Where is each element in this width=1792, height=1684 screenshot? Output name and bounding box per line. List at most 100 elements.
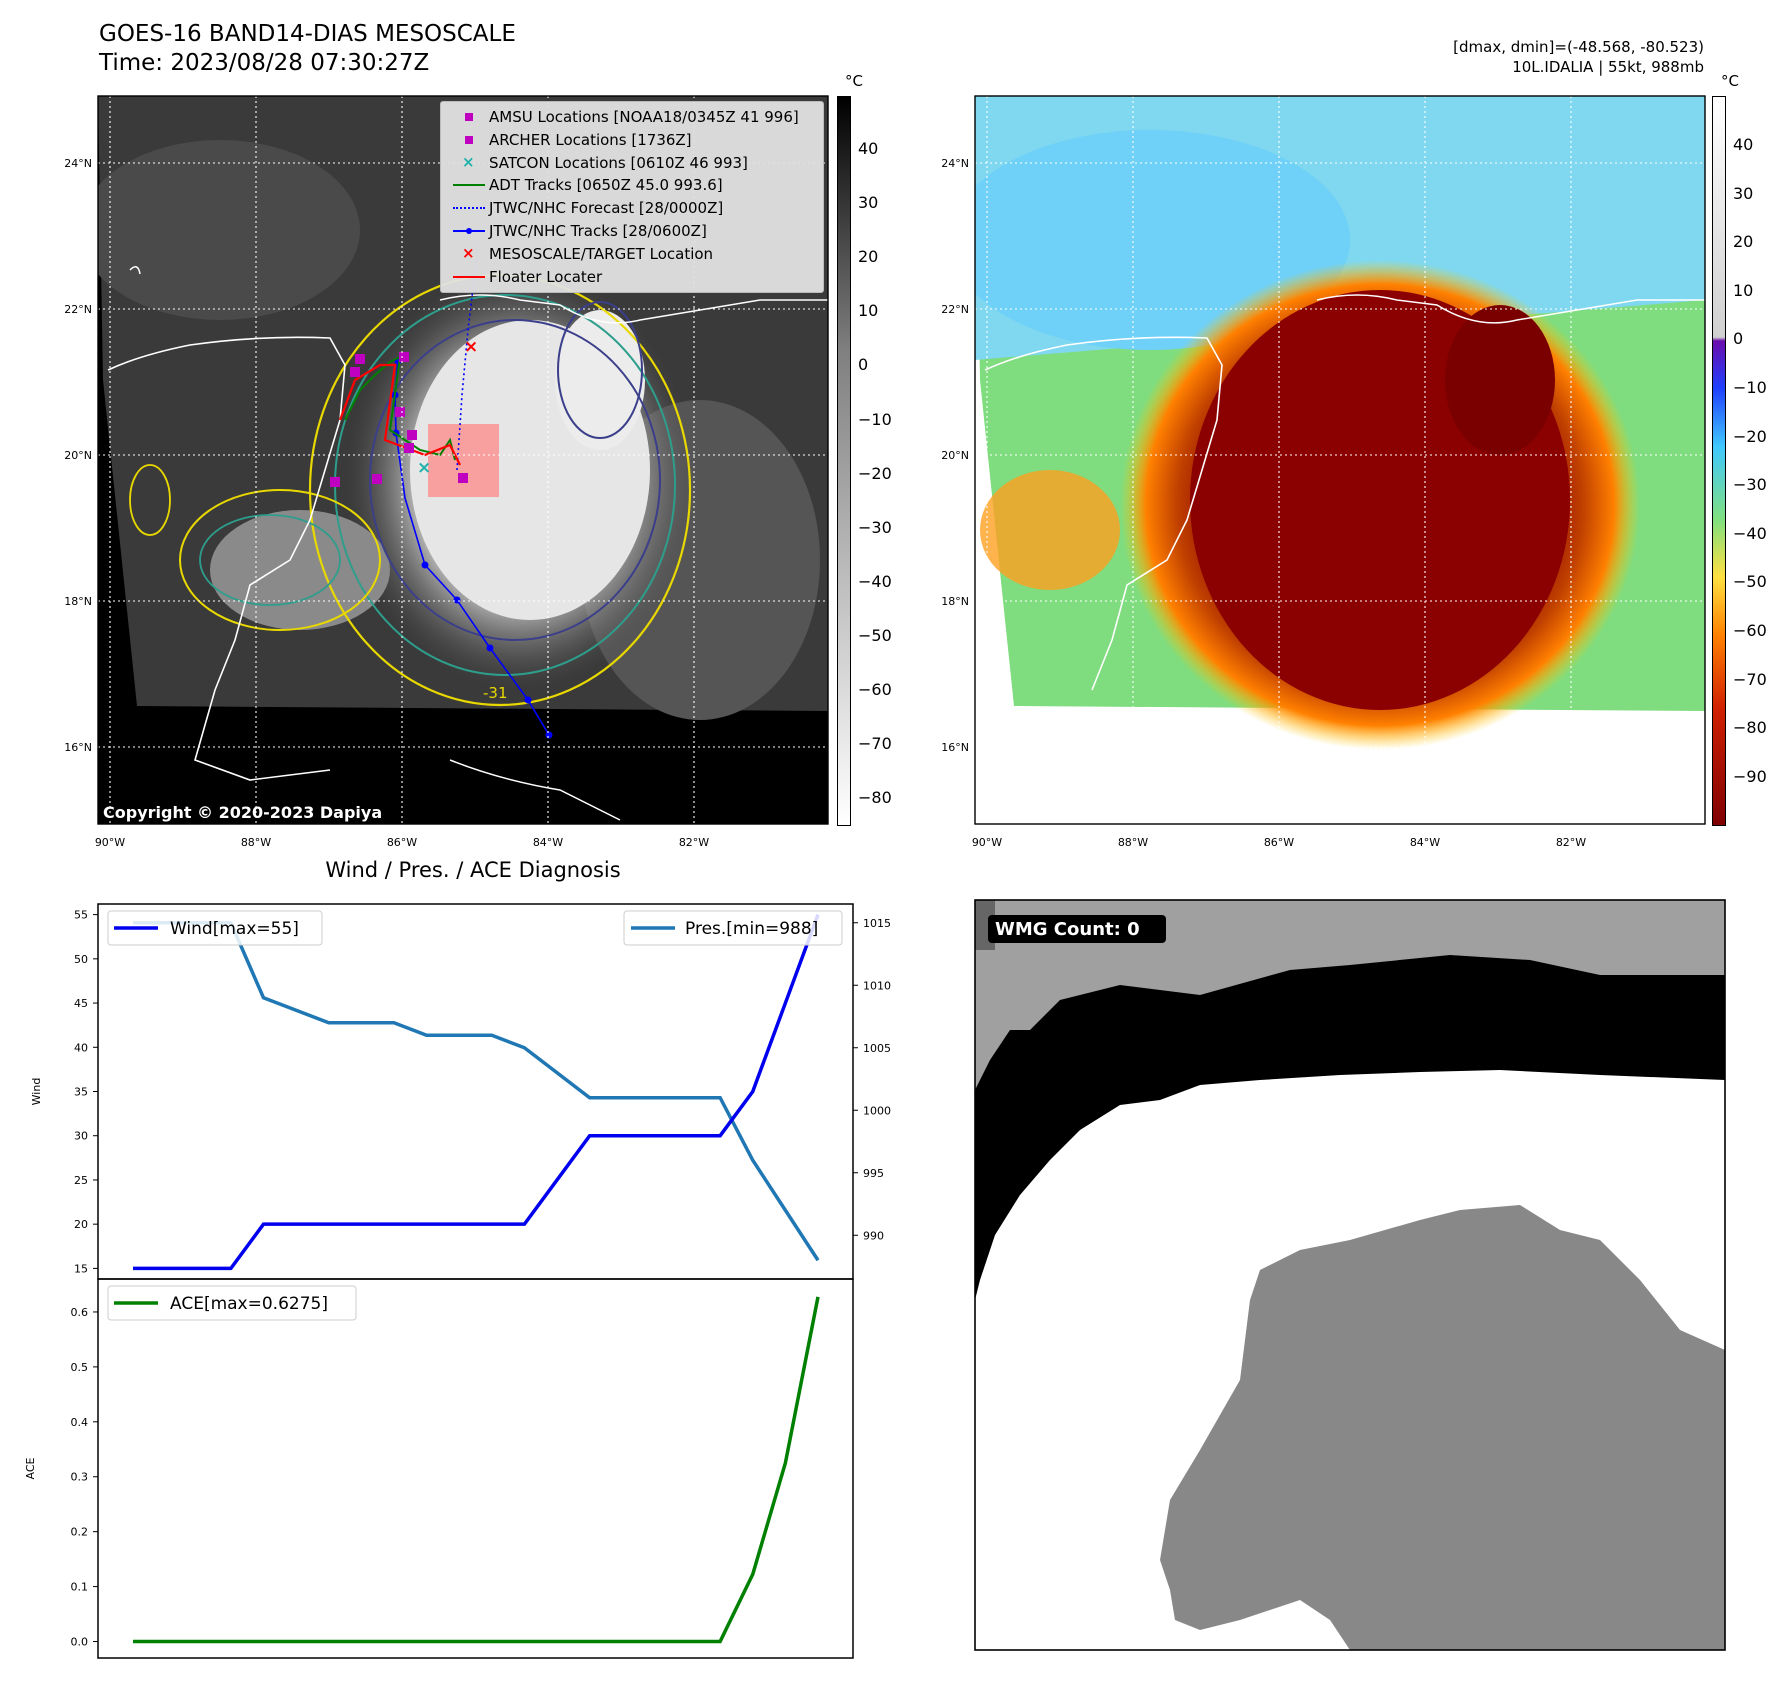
ace-ytick-label: 0.1 — [71, 1581, 89, 1594]
legend-item: ADT Tracks [0650Z 45.0 993.6] — [449, 174, 819, 196]
wind-ytick-label: 45 — [74, 997, 88, 1010]
gray-colorbar-tick-label: −70 — [858, 734, 892, 754]
ace-series-line — [133, 1296, 820, 1644]
lon-tick-label: 84°W — [1410, 836, 1440, 849]
ace-ytick-label: 0.2 — [71, 1526, 89, 1539]
lon-tick-label: 82°W — [679, 836, 709, 849]
legend-item: JTWC/NHC Forecast [28/0000Z] — [449, 197, 819, 219]
gray-colorbar-unit: °C — [845, 72, 863, 90]
track-legend: AMSU Locations [NOAA18/0345Z 41 996] ARCH… — [440, 101, 824, 293]
gray-colorbar-tick-label: −20 — [858, 463, 892, 483]
wind-ytick-label: 15 — [74, 1262, 88, 1275]
legend-label: ARCHER Locations [1736Z] — [489, 130, 692, 149]
legend-label: JTWC/NHC Tracks [28/0600Z] — [489, 222, 707, 240]
color-colorbar-tick-label: −40 — [1733, 523, 1767, 543]
pressure-ytick-label: 1000 — [863, 1104, 891, 1117]
legend-marker-icon — [449, 266, 489, 288]
gray-colorbar-tick-label: −60 — [858, 680, 892, 699]
lat-tick-label: 24°N — [941, 157, 969, 170]
legend-item: ARCHER Locations [1736Z] — [449, 129, 819, 151]
color-colorbar-tick-label: −50 — [1733, 572, 1767, 592]
wind-ytick-label: 25 — [74, 1174, 88, 1187]
lat-tick-label: 18°N — [941, 595, 969, 608]
gray-colorbar-tick-label: 10 — [858, 301, 879, 321]
color-colorbar-tick-label: −10 — [1733, 378, 1767, 397]
lon-tick-label: 86°W — [1264, 836, 1294, 849]
color-colorbar-unit: °C — [1721, 72, 1739, 90]
gray-colorbar-tick-label: 30 — [858, 193, 879, 213]
diagnosis-title: Wind / Pres. / ACE Diagnosis — [325, 858, 621, 882]
legend-marker-icon — [449, 129, 489, 151]
lat-tick-label: 22°N — [941, 303, 969, 316]
pressure-ytick-label: 995 — [863, 1167, 884, 1180]
color-colorbar-tick-label: 10 — [1733, 280, 1754, 300]
wind-ytick-label: 55 — [74, 909, 88, 922]
legend-label: AMSU Locations [NOAA18/0345Z 41 996] — [489, 108, 799, 126]
wind-series-line — [133, 914, 820, 1271]
color-colorbar-tick-label: −20 — [1733, 426, 1767, 446]
gray-colorbar-tick-label: 20 — [858, 247, 879, 267]
legend-marker-icon — [449, 197, 489, 219]
color-colorbar-tick-label: −70 — [1733, 669, 1767, 689]
wind-ytick-label: 20 — [74, 1218, 88, 1231]
color-colorbar-tick-label: −60 — [1733, 621, 1767, 640]
lon-tick-label: 88°W — [1118, 836, 1148, 849]
ir-color-map: 90°W 88°W 86°W 84°W 82°W 24°N 22°N 20°N … — [941, 95, 1706, 849]
lon-tick-label: 88°W — [241, 836, 271, 849]
legend-marker-icon — [449, 174, 489, 196]
ace-ytick-label: 0.0 — [71, 1636, 89, 1649]
lat-tick-label: 18°N — [64, 595, 92, 608]
pressure-legend-box — [623, 910, 843, 946]
gray-colorbar-tick-label: −50 — [858, 625, 892, 645]
ace-ytick-label: 0.4 — [71, 1416, 89, 1429]
gray-colorbar-tick-label: 40 — [858, 139, 879, 158]
lat-tick-label: 20°N — [64, 449, 92, 462]
gray-colorbar-tick-label: −40 — [858, 571, 892, 591]
contour-label: -31 — [483, 684, 508, 702]
legend-marker-icon: × — [462, 152, 475, 171]
legend-marker-icon — [449, 220, 489, 242]
wind-ytick-label: 35 — [74, 1086, 88, 1099]
lat-tick-label: 24°N — [64, 157, 92, 170]
legend-item: × MESOSCALE/TARGET Location — [449, 243, 819, 265]
lon-tick-label: 86°W — [387, 836, 417, 849]
color-colorbar-tick-label: 0 — [1733, 329, 1744, 349]
legend-label: ADT Tracks [0650Z 45.0 993.6] — [489, 176, 723, 195]
lon-tick-label: 84°W — [533, 836, 563, 849]
color-colorbar-tick-label: −90 — [1733, 766, 1767, 786]
wmg-count-label: WMG Count: 0 — [995, 919, 1140, 940]
legend-marker-icon: × — [462, 243, 475, 262]
legend-label: Floater Locater — [489, 267, 603, 286]
figure-title: GOES-16 BAND14-DIAS MESOSCALE — [99, 21, 516, 47]
pressure-series-line — [133, 921, 820, 1262]
legend-item: Floater Locater — [449, 266, 819, 288]
pressure-ytick-label: 1015 — [863, 917, 891, 930]
copyright-text: Copyright © 2020-2023 Dapiya — [103, 803, 382, 822]
color-colorbar — [1712, 96, 1726, 826]
gray-colorbar-tick-label: −80 — [858, 788, 892, 808]
legend-item: × SATCON Locations [0610Z 46 993] — [449, 152, 819, 174]
gray-colorbar — [837, 96, 851, 826]
gray-colorbar-tick-label: −30 — [858, 517, 892, 537]
wmg-panel: WMG Count: 0 — [974, 899, 1726, 1651]
ace-axes-frame — [97, 1278, 854, 1659]
svg-text:×: × — [464, 337, 478, 357]
wind-ytick-label: 30 — [74, 1130, 88, 1143]
dmax-dmin-text: [dmax, dmin]=(-48.568, -80.523) — [1453, 38, 1704, 56]
wind-legend-label: Wind[max=55] — [170, 919, 299, 939]
lon-tick-label: 82°W — [1556, 836, 1586, 849]
pressure-ytick-label: 1010 — [863, 979, 891, 992]
lat-tick-label: 16°N — [941, 741, 969, 754]
figure-time: Time: 2023/08/28 07:30:27Z — [99, 50, 430, 76]
color-colorbar-tick-label: −30 — [1733, 475, 1767, 495]
lon-tick-label: 90°W — [972, 836, 1002, 849]
gray-colorbar-tick-label: 0 — [858, 355, 869, 375]
legend-label: JTWC/NHC Forecast [28/0000Z] — [489, 199, 724, 218]
lat-tick-label: 22°N — [64, 303, 92, 316]
diagnosis-chart: 15 20 25 30 35 40 45 50 55 990 995 1000 1005 1010 1015… — [24, 903, 891, 1659]
ace-ytick-label: 0.3 — [71, 1471, 89, 1484]
wind-legend-box — [107, 910, 323, 946]
legend-item: AMSU Locations [NOAA18/0345Z 41 996] — [449, 106, 819, 128]
legend-item: JTWC/NHC Tracks [28/0600Z] — [449, 220, 819, 242]
legend-label: MESOSCALE/TARGET Location — [489, 244, 714, 263]
